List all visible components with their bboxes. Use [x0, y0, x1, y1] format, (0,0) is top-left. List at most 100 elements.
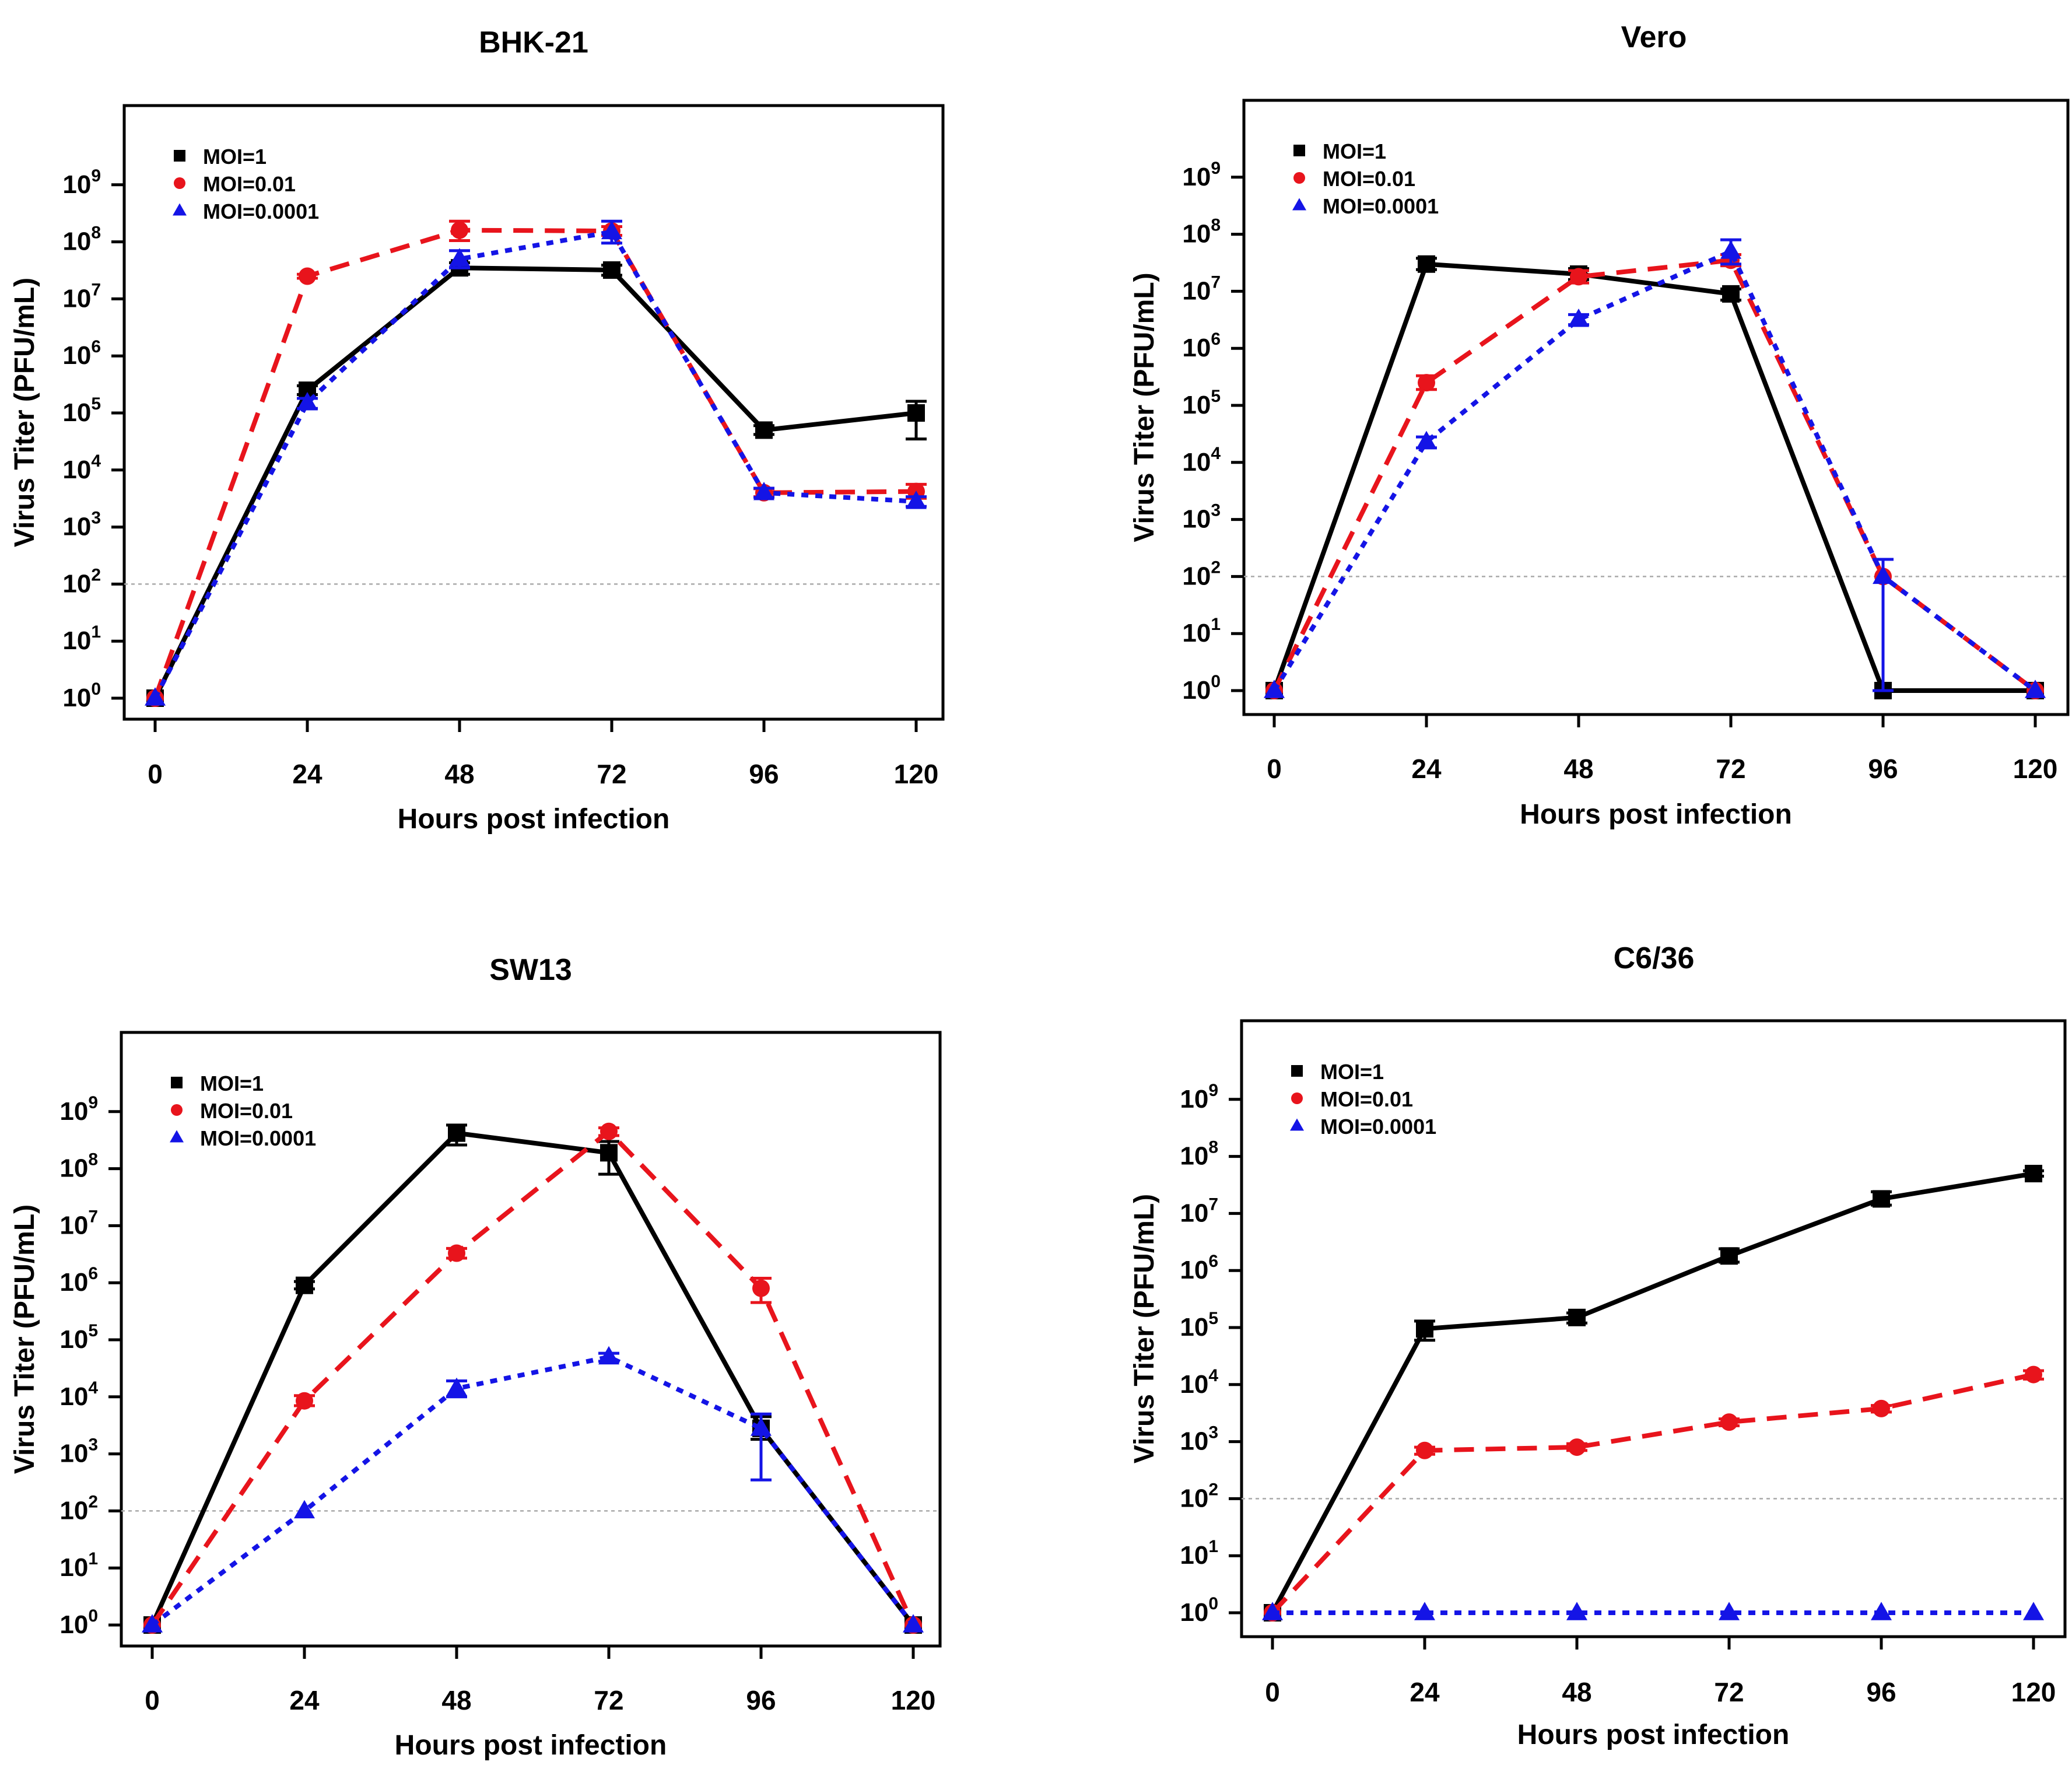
y-tick-label: 102 [1182, 558, 1221, 590]
plot-frame [1240, 1019, 2067, 1638]
data-point [1418, 374, 1435, 392]
x-axis-label: Hours post infection [398, 804, 670, 835]
x-tick-label: 48 [1562, 1677, 1591, 1707]
data-point [1264, 680, 1285, 698]
data-point [1873, 1399, 1890, 1417]
data-point [1262, 1602, 1283, 1620]
data-point [752, 1279, 770, 1297]
legend-marker [1293, 145, 1305, 156]
y-tick-label: 106 [1180, 1252, 1218, 1284]
legend-marker [1293, 172, 1305, 184]
y-tick-label: 101 [59, 1549, 98, 1582]
y-axis-label: Virus Titer (PFU/mL) [9, 1204, 40, 1474]
y-tick-label: 103 [1180, 1423, 1218, 1456]
data-point [446, 1377, 467, 1396]
data-point [296, 1392, 313, 1410]
series-line [150, 1129, 916, 1627]
series-moi-0-01 [143, 1122, 922, 1634]
series-moi-1 [1264, 1165, 2044, 1622]
legend-label: MOI=1 [1320, 1060, 1384, 1084]
legend-label: MOI=0.01 [1320, 1087, 1413, 1111]
data-point [906, 491, 927, 509]
data-point [1871, 1602, 1892, 1620]
data-point [1722, 285, 1740, 303]
data-point [296, 1276, 313, 1294]
chart-panel-3: C6/36 100 101 102 103 104 105 106 107 108 109 0 24 48… [1129, 941, 2067, 1750]
series-line [1270, 1171, 2034, 1614]
data-point [907, 404, 925, 422]
data-point [448, 1244, 465, 1262]
series-line [1272, 249, 2037, 693]
legend-label: MOI=0.01 [203, 172, 296, 196]
x-tick-label: 72 [1714, 1677, 1744, 1707]
x-tick-label: 96 [749, 759, 779, 789]
legend-label: MOI=0.0001 [1320, 1115, 1436, 1139]
y-tick-label: 109 [1180, 1081, 1218, 1113]
x-tick-label: 96 [746, 1685, 776, 1715]
x-tick-label: 72 [597, 759, 626, 789]
y-tick-label: 109 [62, 166, 101, 199]
y-tick-label: 100 [59, 1606, 98, 1639]
x-tick-label: 48 [441, 1685, 471, 1715]
series-moi-0-01 [146, 219, 927, 707]
y-axis-label: Virus Titer (PFU/mL) [1129, 1194, 1160, 1463]
y-tick-label: 102 [59, 1492, 98, 1525]
x-tick-label: 0 [145, 1685, 160, 1715]
legend-label: MOI=0.0001 [1323, 194, 1439, 218]
x-tick-label: 0 [1267, 754, 1282, 784]
data-point [755, 421, 773, 439]
plot-frame [1242, 99, 2070, 716]
y-tick-label: 100 [62, 680, 101, 712]
data-point [1568, 1308, 1586, 1326]
y-tick-label: 104 [1182, 444, 1221, 477]
x-tick-label: 96 [1866, 1677, 1896, 1707]
data-point [142, 1614, 163, 1633]
series-moi-1 [146, 259, 927, 707]
legend-label: MOI=0.0001 [200, 1126, 316, 1150]
data-point [294, 1500, 315, 1519]
series-line [153, 265, 917, 699]
data-point [1873, 1190, 1890, 1208]
data-point [1719, 1602, 1740, 1620]
x-tick-label: 120 [2011, 1677, 2056, 1707]
y-tick-label: 106 [59, 1264, 98, 1297]
y-tick-label: 103 [1182, 501, 1221, 534]
data-point [601, 220, 622, 240]
y-tick-label: 107 [1180, 1195, 1218, 1227]
legend-marker [174, 150, 185, 162]
series-line [1272, 258, 2037, 693]
y-tick-label: 104 [59, 1378, 98, 1411]
y-tick-label: 105 [1180, 1309, 1218, 1342]
data-point [299, 267, 316, 285]
series-moi-0-01 [1265, 251, 2044, 699]
x-tick-label: 48 [1563, 754, 1593, 784]
data-point [1873, 565, 1894, 584]
x-tick-label: 24 [1410, 1677, 1440, 1707]
legend-marker [1291, 1065, 1303, 1077]
data-point [1416, 1441, 1433, 1459]
chart-title: SW13 [489, 953, 572, 987]
data-point [2025, 680, 2046, 698]
y-tick-label: 106 [1182, 330, 1221, 362]
y-tick-label: 108 [1180, 1138, 1218, 1171]
data-point [1568, 309, 1589, 327]
data-point [449, 248, 470, 267]
y-tick-label: 108 [59, 1150, 98, 1183]
chart-panel-0: BHK-21 100 101 102 103 104 105 106 107 108 109 0 24 4… [9, 26, 945, 835]
legend-label: MOI=0.01 [200, 1099, 293, 1123]
y-tick-label: 100 [1180, 1594, 1218, 1627]
x-axis-label: Hours post infection [1520, 799, 1792, 830]
y-axis-label: Virus Titer (PFU/mL) [9, 278, 40, 547]
plot-frame [122, 104, 945, 721]
x-tick-label: 72 [1716, 754, 1745, 784]
y-tick-label: 107 [59, 1207, 98, 1239]
y-tick-label: 105 [1182, 387, 1221, 419]
y-tick-label: 102 [1180, 1480, 1218, 1512]
x-tick-label: 72 [594, 1685, 623, 1715]
data-point [1720, 240, 1741, 259]
y-tick-label: 103 [59, 1435, 98, 1468]
series-moi-1 [143, 1123, 922, 1634]
data-point [2025, 1165, 2042, 1183]
series-line [150, 1130, 916, 1627]
